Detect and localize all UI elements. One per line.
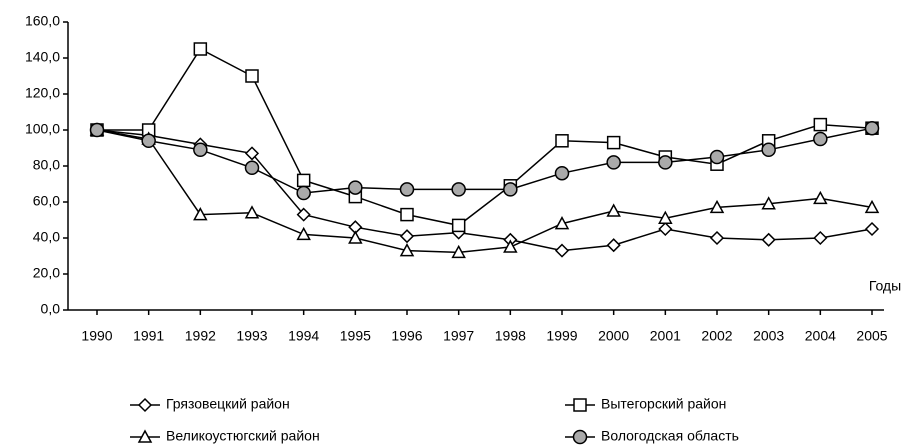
data-point bbox=[709, 230, 725, 246]
data-point bbox=[813, 131, 828, 147]
data-point bbox=[709, 149, 725, 165]
x-tick-label: 1997 bbox=[443, 328, 474, 344]
legend-marker bbox=[572, 429, 588, 445]
data-point bbox=[451, 218, 466, 233]
data-point bbox=[658, 155, 673, 170]
data-point bbox=[503, 239, 518, 253]
series-line bbox=[96, 127, 873, 194]
data-point bbox=[245, 69, 259, 83]
y-tick-label: 80,0 bbox=[33, 157, 60, 173]
data-point bbox=[864, 120, 880, 136]
x-tick-label: 1995 bbox=[340, 328, 371, 344]
x-tick-label: 2000 bbox=[598, 328, 629, 344]
x-tick-label: 2002 bbox=[701, 328, 732, 344]
data-point bbox=[761, 232, 776, 247]
data-point bbox=[244, 146, 260, 161]
y-tick-label: 0,0 bbox=[41, 301, 61, 317]
data-point bbox=[761, 196, 776, 210]
legend-marker bbox=[137, 429, 153, 443]
y-tick-label: 60,0 bbox=[33, 193, 60, 209]
x-tick-label: 2005 bbox=[856, 328, 887, 344]
data-point bbox=[193, 42, 208, 56]
x-tick-label: 1998 bbox=[495, 328, 526, 344]
data-point bbox=[400, 207, 414, 222]
data-point bbox=[864, 221, 880, 237]
data-point bbox=[244, 160, 260, 176]
data-point bbox=[606, 155, 621, 170]
data-point bbox=[451, 244, 466, 259]
data-point bbox=[399, 243, 415, 257]
legend-marker bbox=[573, 398, 587, 412]
y-tick-label: 100,0 bbox=[25, 121, 60, 137]
data-point bbox=[89, 122, 105, 138]
x-tick-label: 1996 bbox=[391, 328, 422, 344]
legend-marker bbox=[137, 397, 153, 413]
data-point bbox=[296, 185, 311, 201]
data-point bbox=[555, 134, 569, 148]
y-tick-label: 140,0 bbox=[25, 49, 60, 65]
data-point bbox=[348, 180, 363, 195]
data-point bbox=[141, 133, 156, 149]
data-point bbox=[813, 230, 828, 246]
x-tick-label: 2004 bbox=[805, 328, 836, 344]
series-line bbox=[96, 129, 873, 252]
data-point bbox=[606, 238, 621, 253]
x-tick-label: 1993 bbox=[236, 328, 267, 344]
y-tick-label: 160,0 bbox=[25, 13, 60, 29]
data-point bbox=[503, 182, 518, 197]
data-point bbox=[348, 230, 363, 244]
data-point bbox=[864, 199, 880, 214]
y-tick-label: 120,0 bbox=[25, 85, 60, 101]
data-point bbox=[554, 165, 570, 181]
x-tick-label: 2003 bbox=[753, 328, 784, 344]
data-point bbox=[244, 205, 260, 219]
legend-label: Вытегорский район bbox=[601, 396, 726, 412]
data-point bbox=[296, 226, 311, 241]
series-line bbox=[96, 129, 873, 254]
x-tick-label: 1991 bbox=[133, 328, 164, 344]
data-point bbox=[658, 221, 673, 237]
legend-label: Великоустюгский район bbox=[166, 428, 320, 444]
x-tick-label: 1999 bbox=[546, 328, 577, 344]
x-tick-label: 2001 bbox=[650, 328, 681, 344]
data-point bbox=[658, 210, 673, 224]
data-point bbox=[554, 243, 570, 258]
data-point bbox=[296, 207, 311, 222]
series-line bbox=[97, 48, 873, 227]
x-axis-label: Годы bbox=[869, 278, 901, 294]
x-tick-label: 1994 bbox=[288, 328, 319, 344]
data-point bbox=[451, 182, 466, 197]
y-tick-label: 20,0 bbox=[33, 265, 60, 281]
data-point bbox=[554, 216, 570, 230]
data-point bbox=[813, 117, 828, 132]
x-tick-label: 1992 bbox=[185, 328, 216, 344]
y-tick-label: 40,0 bbox=[33, 229, 60, 245]
legend-label: Вологодская область bbox=[601, 428, 739, 444]
data-point bbox=[193, 207, 208, 221]
data-point bbox=[813, 190, 828, 205]
data-point bbox=[761, 142, 776, 158]
data-point bbox=[606, 135, 621, 150]
data-point bbox=[606, 203, 621, 217]
data-point bbox=[193, 142, 208, 158]
data-point bbox=[709, 199, 725, 214]
data-point bbox=[399, 182, 415, 197]
data-point bbox=[399, 229, 415, 244]
x-tick-label: 1990 bbox=[81, 328, 112, 344]
data-point bbox=[296, 173, 311, 188]
legend-label: Грязовецкий район bbox=[166, 396, 290, 412]
